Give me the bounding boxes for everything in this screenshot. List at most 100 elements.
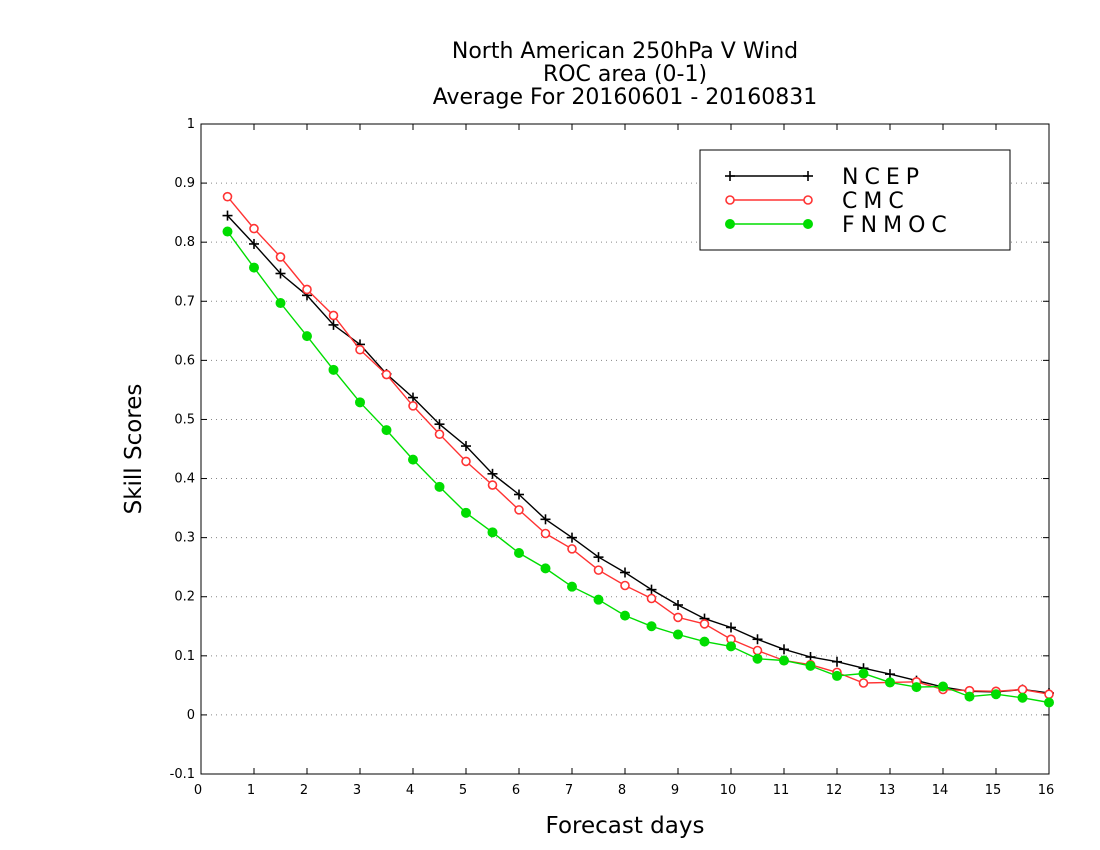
legend-marker — [725, 195, 735, 205]
data-point — [726, 622, 736, 633]
series-fnmoc — [222, 226, 1054, 708]
data-point — [222, 191, 233, 202]
data-point — [885, 677, 895, 688]
y-tick-label: 0.8 — [174, 235, 195, 250]
data-point — [699, 636, 710, 647]
data-point — [434, 429, 445, 440]
data-point — [408, 392, 418, 403]
y-tick-label: 0.7 — [174, 294, 195, 309]
x-tick-label: 3 — [353, 783, 361, 798]
data-point — [832, 656, 842, 667]
y-tick-label: 0.4 — [174, 472, 195, 487]
data-point — [673, 612, 683, 623]
legend-marker — [725, 219, 735, 229]
data-point — [593, 565, 604, 575]
data-point — [328, 364, 339, 375]
data-point — [620, 567, 630, 578]
data-point — [514, 489, 524, 500]
y-tick-label: -0.1 — [170, 767, 195, 782]
series-group — [222, 191, 1054, 708]
data-point — [381, 369, 392, 380]
data-point — [461, 507, 471, 518]
data-point — [673, 600, 683, 610]
series-line — [226, 231, 1050, 704]
x-tick-label: 2 — [300, 783, 308, 798]
x-tick-label: 4 — [406, 783, 414, 798]
data-point — [408, 454, 418, 465]
data-point — [275, 298, 286, 309]
x-tick-label: 10 — [720, 783, 737, 798]
data-point — [487, 480, 498, 490]
data-point — [487, 468, 498, 479]
data-point — [222, 226, 233, 237]
data-point — [593, 552, 604, 563]
data-point — [1044, 689, 1054, 700]
x-axis-label: Forecast days — [546, 813, 705, 839]
legend-label: NCEP — [842, 165, 925, 190]
data-point — [434, 419, 445, 430]
data-point — [858, 668, 869, 679]
y-tick-label: 0.2 — [174, 590, 195, 605]
data-point — [1017, 692, 1028, 703]
x-tick-label: 5 — [459, 783, 467, 798]
data-point — [991, 689, 1001, 700]
x-tick-label: 7 — [565, 783, 573, 798]
data-point — [620, 610, 630, 621]
data-point — [699, 619, 710, 629]
data-point — [646, 621, 657, 632]
x-tick-label: 11 — [773, 783, 790, 798]
y-tick-label: 0.6 — [174, 353, 195, 368]
data-point — [275, 268, 286, 279]
x-tick-label: 16 — [1038, 783, 1055, 798]
data-point — [514, 505, 524, 515]
data-point — [408, 401, 418, 411]
chart-title-line: Average For 20160601 - 20160831 — [433, 85, 818, 110]
data-point — [911, 682, 922, 693]
legend-marker — [725, 171, 735, 181]
data-point — [328, 319, 339, 330]
y-axis-label: Skill Scores — [121, 384, 147, 515]
y-tick-label: 1 — [187, 117, 195, 132]
data-point — [514, 548, 524, 558]
data-point — [249, 223, 259, 234]
legend-marker — [803, 219, 813, 229]
data-point — [540, 528, 551, 539]
data-point — [752, 634, 763, 645]
data-point — [673, 629, 683, 640]
data-point — [487, 527, 498, 538]
data-point — [567, 581, 577, 592]
x-tick-label: 15 — [985, 783, 1002, 798]
x-tick-label: 8 — [618, 783, 626, 798]
chart-title-line: ROC area (0-1) — [543, 62, 707, 87]
data-point — [355, 344, 365, 355]
axis-ticks: -0.100.10.20.30.40.50.60.70.80.910 1 2 3 4 5 6… — [170, 117, 1055, 798]
data-point — [434, 481, 445, 492]
data-point — [1044, 697, 1054, 708]
data-point — [1017, 684, 1028, 695]
data-point — [620, 580, 630, 591]
x-tick-label: 1 — [247, 783, 255, 798]
series-line — [226, 196, 1050, 695]
data-point — [275, 252, 286, 262]
legend-marker — [803, 171, 813, 181]
data-point — [646, 584, 657, 595]
data-point — [302, 284, 312, 295]
data-point — [222, 210, 233, 221]
data-point — [964, 691, 975, 702]
data-point — [593, 594, 604, 605]
data-point — [752, 645, 763, 656]
x-tick-label: 6 — [512, 783, 520, 798]
data-point — [832, 670, 842, 681]
data-point — [381, 425, 392, 436]
legend-marker — [803, 195, 813, 205]
data-point — [938, 681, 948, 692]
data-point — [752, 653, 763, 664]
legend-label: CMC — [842, 189, 910, 214]
data-point — [249, 238, 259, 249]
y-tick-label: 0.5 — [174, 412, 195, 427]
data-point — [461, 456, 471, 467]
data-point — [858, 678, 869, 688]
